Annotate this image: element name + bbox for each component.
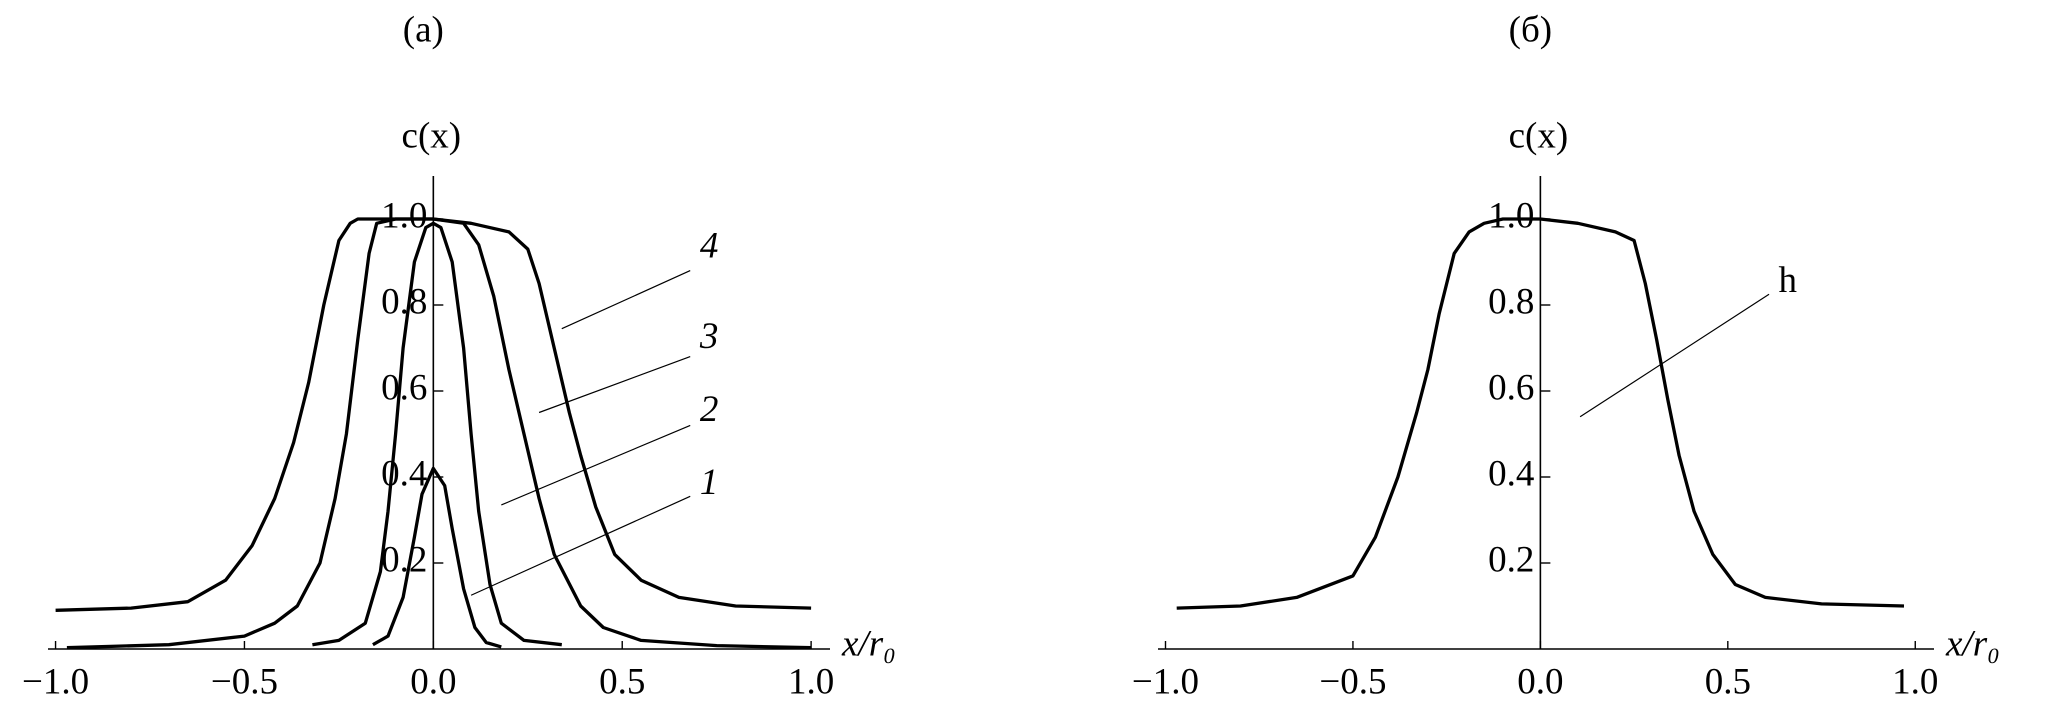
curve: [1176, 217, 1905, 610]
y-tick-label: 0.6: [1488, 367, 1534, 408]
x-tick-label: −1.0: [22, 661, 89, 702]
leader-line: [470, 495, 691, 596]
curve: [372, 466, 502, 649]
curve: [312, 221, 562, 647]
y-tick-label: 0.8: [1488, 281, 1534, 322]
x-tick-label: 0.0: [1517, 661, 1563, 702]
curve-label: 1: [700, 462, 719, 503]
y-tick-label: 0.4: [1488, 453, 1534, 494]
y-tick-label: 1.0: [381, 195, 427, 236]
y-tick-label: 0.2: [381, 539, 427, 580]
leader-line: [1579, 293, 1770, 418]
curve: [66, 217, 812, 650]
y-tick-label: 1.0: [1488, 195, 1534, 236]
curve-label: 4: [700, 226, 719, 267]
leader-line: [501, 424, 691, 506]
curve-label: h: [1779, 260, 1798, 301]
curve: [55, 217, 812, 612]
x-tick-label: 0.5: [1705, 661, 1751, 702]
x-tick-label: −1.0: [1132, 661, 1199, 702]
x-axis-label: x/r₀: [1945, 623, 2000, 664]
leader-line: [538, 356, 691, 414]
panel-title: (а): [403, 9, 444, 50]
y-tick-label: 0.4: [381, 453, 427, 494]
y-tick-label: 0.2: [1488, 539, 1534, 580]
x-tick-label: 1.0: [1892, 661, 1938, 702]
panel-title: (б): [1509, 9, 1552, 50]
x-tick-label: 1.0: [788, 661, 834, 702]
x-tick-label: 0.0: [410, 661, 456, 702]
y-tick-label: 0.6: [381, 367, 427, 408]
leader-line: [561, 270, 691, 330]
x-tick-label: −0.5: [211, 661, 278, 702]
y-axis-label: c(x): [402, 115, 462, 156]
x-axis-label: x/r₀: [841, 623, 896, 664]
curve-label: 3: [699, 316, 719, 357]
y-tick-label: 0.8: [381, 281, 427, 322]
curve-label: 2: [700, 389, 719, 430]
y-axis-label: c(x): [1509, 115, 1569, 156]
x-tick-label: −0.5: [1319, 661, 1386, 702]
x-tick-label: 0.5: [599, 661, 645, 702]
